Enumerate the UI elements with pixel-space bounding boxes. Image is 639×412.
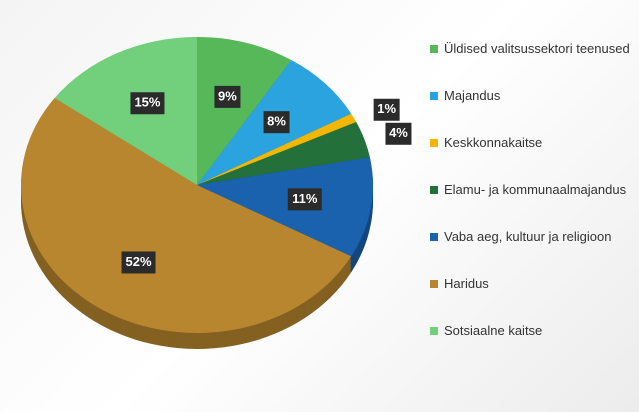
legend-swatch — [430, 45, 438, 53]
data-label: 11% — [292, 191, 318, 206]
data-label: 4% — [389, 125, 408, 140]
legend-item: Üldised valitsussektori teenused — [430, 40, 630, 87]
legend-swatch — [430, 280, 438, 288]
pie-slice — [197, 37, 292, 185]
legend-label: Vaba aeg, kultuur ja religioon — [444, 229, 612, 244]
legend-item: Vaba aeg, kultuur ja religioon — [430, 228, 630, 275]
data-label-box — [287, 188, 322, 211]
legend-label: Üldised valitsussektori teenused — [444, 41, 630, 56]
legend: Üldised valitsussektori teenused Majandus… — [430, 40, 630, 369]
legend-swatch — [430, 139, 438, 147]
data-label: 9% — [218, 88, 237, 103]
legend-swatch — [430, 186, 438, 194]
data-label: 8% — [267, 114, 286, 129]
pie-slice — [54, 37, 198, 185]
data-label-box — [121, 251, 156, 274]
legend-item: Haridus — [430, 275, 630, 322]
pie-slice — [197, 157, 373, 257]
data-label-box — [263, 111, 290, 134]
legend-label: Sotsiaalne kaitse — [444, 323, 543, 338]
legend-label: Haridus — [444, 276, 489, 291]
legend-swatch — [430, 327, 438, 335]
legend-label: Majandus — [444, 88, 501, 103]
data-label-box — [214, 85, 241, 108]
pie-slice — [21, 98, 352, 333]
data-label-box — [385, 122, 412, 145]
legend-item: Majandus — [430, 87, 630, 134]
legend-swatch — [430, 233, 438, 241]
legend-label: Keskkonnakaitse — [444, 135, 543, 150]
pie-slice — [197, 121, 370, 185]
legend-swatch — [430, 92, 438, 100]
data-label: 1% — [377, 101, 396, 116]
data-label: 52% — [126, 254, 152, 269]
legend-item: Keskkonnakaitse — [430, 134, 630, 181]
legend-item: Sotsiaalne kaitse — [430, 322, 630, 369]
pie-slice — [197, 113, 357, 185]
data-label-box — [130, 92, 165, 115]
data-label: 15% — [134, 95, 160, 110]
data-label-box — [373, 98, 400, 121]
legend-item: Elamu- ja kommunaalmajandus — [430, 181, 630, 228]
legend-label: Elamu- ja kommunaalmajandus — [444, 182, 627, 197]
